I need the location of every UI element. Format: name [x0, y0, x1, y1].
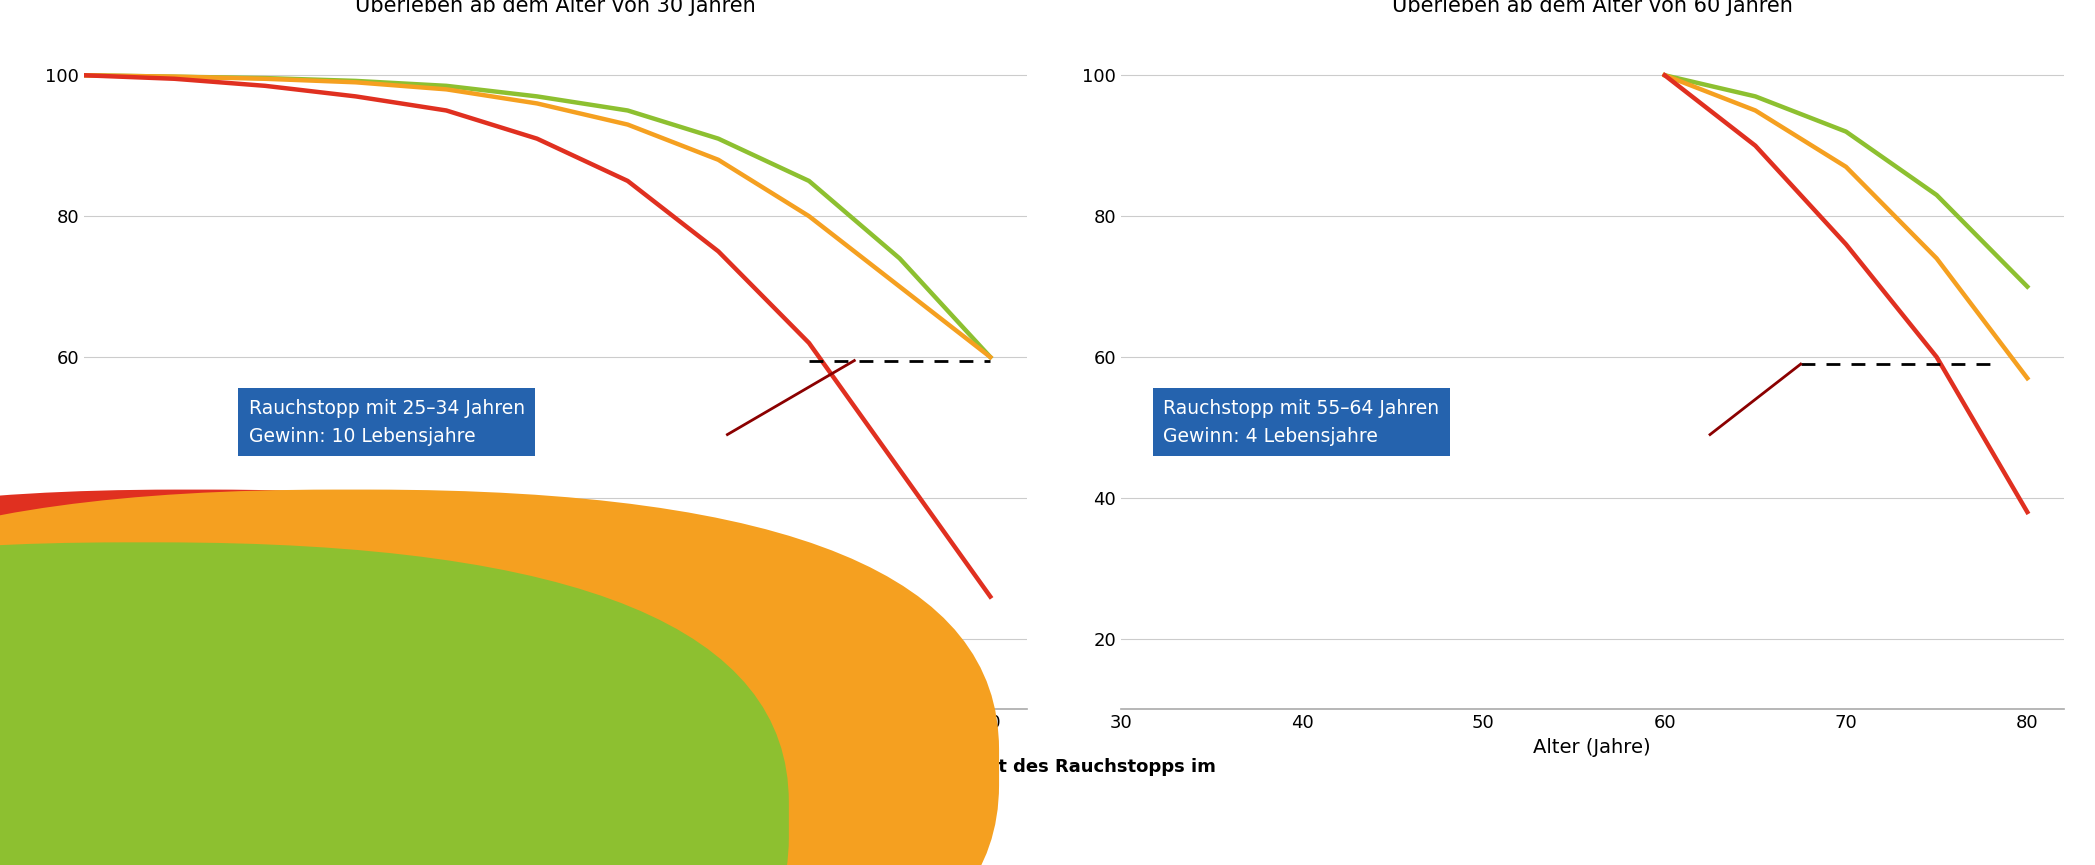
Text: Rauchstopp mit 25–34 Jahren
Gewinn: 10 Lebensjahre: Rauchstopp mit 25–34 Jahren Gewinn: 10 L… [249, 399, 526, 445]
Text: Überlebensraten von: Überlebensraten von [25, 759, 245, 776]
Text: ehemalig Rauchenden entsprechend dem Alter zum Zeitpunkt des Rauchstopps im: ehemalig Rauchenden entsprechend dem Alt… [377, 759, 1215, 776]
X-axis label: Alter (Jahre): Alter (Jahre) [497, 738, 614, 757]
X-axis label: Alter (Jahre): Alter (Jahre) [1534, 738, 1651, 757]
Text: Nie-Rauchenden | Überleben ab dem Alter von 30 und 60 Jahren in Prozent: Nie-Rauchenden | Überleben ab dem Alter … [168, 810, 926, 830]
Text: Rauchstopp mit 55–64 Jahren
Gewinn: 4 Lebensjahre: Rauchstopp mit 55–64 Jahren Gewinn: 4 Le… [1163, 399, 1439, 445]
Title: Überleben ab dem Alter von 30 Jahren: Überleben ab dem Alter von 30 Jahren [354, 0, 756, 16]
Title: Überleben ab dem Alter von 60 Jahren: Überleben ab dem Alter von 60 Jahren [1391, 0, 1793, 16]
Text: Vergleich zu: Vergleich zu [25, 811, 155, 829]
Text: Rauchenden und: Rauchenden und [220, 759, 396, 776]
